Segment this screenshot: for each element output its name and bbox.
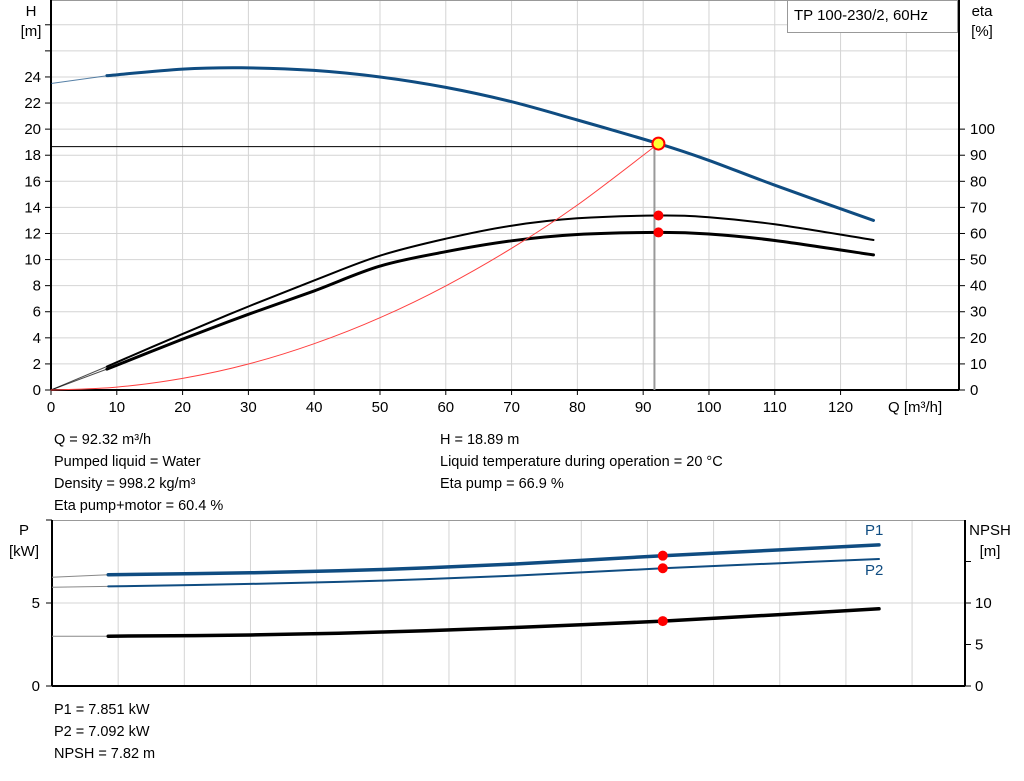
eta-pump-motor-curve-extension [50, 368, 108, 391]
h-tick-label: 10 [24, 252, 41, 269]
p-tick-label: 0 [32, 678, 40, 695]
q-tick-label: 40 [306, 399, 323, 416]
result-liquid: Pumped liquid = Water [54, 454, 201, 470]
h-tick-label: 20 [24, 121, 41, 138]
result-density: Density = 998.2 kg/m³ [54, 476, 196, 492]
p1-curve-extension [51, 574, 109, 578]
q-tick-label: 20 [174, 399, 191, 416]
h-tick-label: 14 [24, 199, 41, 216]
eta-tick-label: 30 [970, 304, 987, 321]
q-axis-label: Q [m³/h] [888, 399, 942, 416]
result-h: H = 18.89 m [440, 432, 520, 448]
eta-tick-label: 80 [970, 173, 987, 190]
result-npsh: NPSH = 7.82 m [54, 746, 156, 762]
eta-pump-duty-point [653, 210, 664, 221]
q-tick-label: 120 [828, 399, 853, 416]
q-tick-label: 110 [763, 399, 787, 416]
eta-tick-label: 40 [970, 278, 987, 295]
result-eta-pump-motor: Eta pump+motor = 60.4 % [54, 498, 224, 514]
eta-tick-label: 70 [970, 199, 987, 216]
npsh-duty-point [657, 616, 668, 627]
eta-tick-label: 90 [970, 147, 987, 164]
h-axis-unit: [m] [21, 23, 42, 40]
h-axis-label: H [26, 3, 37, 20]
system-curve-curve [50, 143, 659, 391]
p2-curve [107, 558, 880, 588]
q-tick-label: 30 [240, 399, 257, 416]
results-bottom: P1 = 7.851 kW P2 = 7.092 kW NPSH = 7.82 … [54, 699, 155, 765]
p1-curve [106, 543, 881, 577]
eta-pump-motor-curve [105, 230, 875, 371]
h-tick-label: 4 [33, 330, 41, 347]
h-tick-label: 6 [33, 304, 41, 321]
result-q: Q = 92.32 m³/h [54, 432, 152, 448]
result-p1: P1 = 7.851 kW [54, 702, 150, 718]
h-curve [105, 66, 875, 222]
npsh-tick-label: 10 [975, 595, 992, 612]
eta-tick-label: 10 [970, 356, 987, 373]
h-tick-label: 2 [33, 356, 41, 373]
eta-tick-label: 0 [970, 382, 978, 399]
h-tick-label: 0 [33, 382, 41, 399]
result-p2: P2 = 7.092 kW [54, 724, 150, 740]
eta-tick-label: 100 [970, 121, 995, 138]
p1-series-label: P1 [865, 522, 883, 539]
q-tick-label: 100 [696, 399, 721, 416]
h-curve-extension [50, 75, 107, 84]
h-tick-label: 18 [24, 147, 41, 164]
q-tick-label: 0 [47, 399, 55, 416]
npsh-tick-label: 5 [975, 637, 983, 654]
h-tick-label: 12 [24, 225, 41, 242]
p-axis-label: P [19, 522, 29, 539]
title-box [787, 0, 958, 33]
npsh-axis-label: NPSH [969, 522, 1011, 539]
q-tick-label: 80 [569, 399, 586, 416]
npsh-curve [106, 607, 881, 638]
eta-tick-label: 50 [970, 252, 987, 269]
q-tick-label: 70 [503, 399, 520, 416]
p2-duty-point [657, 563, 668, 574]
eta-tick-label: 20 [970, 330, 987, 347]
npsh-tick-label: 0 [975, 678, 983, 695]
duty-point-marker [651, 136, 666, 151]
npsh-axis-unit: [m] [980, 543, 1001, 560]
results-right: H = 18.89 m Liquid temperature during op… [440, 429, 723, 495]
eta-axis-label: eta [972, 3, 994, 20]
chart-title: TP 100-230/2, 60Hz [794, 7, 928, 24]
p1-duty-point [657, 550, 668, 561]
result-eta-pump: Eta pump = 66.9 % [440, 476, 564, 492]
h-tick-label: 8 [33, 278, 41, 295]
eta-axis-unit: [%] [971, 23, 993, 40]
results-left: Q = 92.32 m³/h Pumped liquid = Water Den… [54, 429, 223, 517]
q-tick-label: 50 [372, 399, 389, 416]
eta-pump-motor-duty-point [653, 227, 664, 238]
p2-series-label: P2 [865, 562, 883, 579]
eta-pump-curve [105, 214, 875, 368]
q-tick-label: 10 [108, 399, 125, 416]
h-tick-label: 24 [24, 69, 41, 86]
eta-tick-label: 60 [970, 225, 987, 242]
p2-curve-extension [51, 585, 109, 588]
result-temperature: Liquid temperature during operation = 20… [440, 454, 723, 470]
h-tick-label: 16 [24, 173, 41, 190]
h-tick-label: 22 [24, 95, 41, 112]
p-axis-unit: [kW] [9, 543, 39, 560]
q-tick-label: 90 [635, 399, 652, 416]
q-tick-label: 60 [437, 399, 454, 416]
p-tick-label: 5 [32, 595, 40, 612]
